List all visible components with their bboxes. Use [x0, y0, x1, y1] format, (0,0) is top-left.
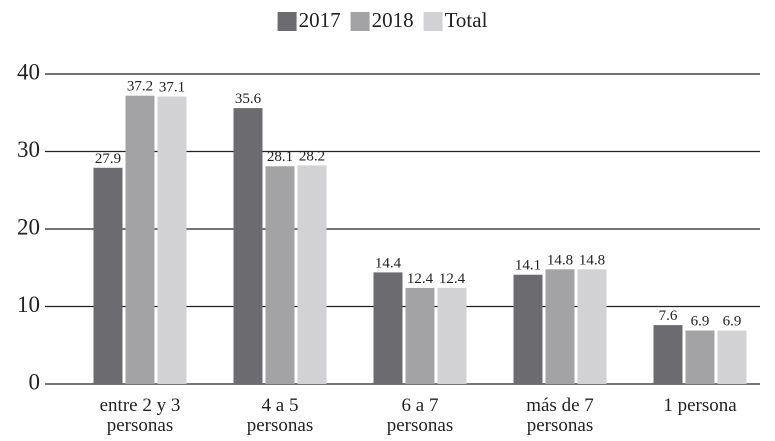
value-label: 14.1	[515, 258, 541, 274]
x-tick-label: 6 a 7 personas	[386, 395, 454, 436]
bar	[297, 165, 327, 384]
value-label: 14.8	[579, 252, 605, 268]
value-label: 28.1	[267, 149, 293, 165]
bar	[157, 96, 187, 384]
value-label: 12.4	[407, 271, 434, 287]
value-label: 14.8	[547, 252, 573, 268]
bar	[653, 325, 683, 384]
x-tick-label: más de 7 personas	[526, 395, 594, 436]
bar	[265, 166, 295, 384]
y-tick-label: 20	[17, 214, 40, 239]
value-label: 12.4	[439, 271, 466, 287]
legend-label: 2017	[299, 8, 341, 32]
value-label: 37.2	[127, 79, 153, 95]
legend-label: 2018	[372, 8, 414, 32]
y-tick-label: 40	[17, 59, 40, 84]
bar	[233, 108, 263, 384]
y-tick-label: 30	[17, 137, 40, 162]
bar	[577, 269, 607, 384]
legend-label: Total	[445, 8, 488, 32]
value-label: 6.9	[691, 314, 710, 330]
bar	[93, 167, 123, 384]
bar	[373, 272, 403, 384]
y-tick-label: 10	[17, 292, 40, 317]
bar	[125, 95, 155, 384]
legend-swatch	[277, 12, 297, 31]
legend-swatch	[423, 12, 443, 31]
legend-swatch	[350, 12, 370, 31]
bar	[545, 269, 575, 384]
value-label: 14.4	[375, 255, 402, 271]
bar	[685, 330, 715, 384]
x-tick-label: entre 2 y 3 personas	[99, 395, 181, 436]
bar	[513, 274, 543, 384]
x-tick-label: 1 persona	[663, 395, 737, 416]
bar	[405, 287, 435, 384]
value-label: 37.1	[159, 79, 185, 95]
value-label: 27.9	[95, 151, 121, 167]
bar	[437, 287, 467, 384]
value-label: 28.2	[299, 148, 325, 164]
value-label: 35.6	[235, 91, 262, 107]
y-tick-label: 0	[29, 369, 41, 394]
bar	[717, 330, 747, 384]
x-tick-label: 4 a 5 personas	[246, 395, 314, 436]
value-label: 7.6	[659, 308, 678, 324]
value-label: 6.9	[723, 314, 742, 330]
